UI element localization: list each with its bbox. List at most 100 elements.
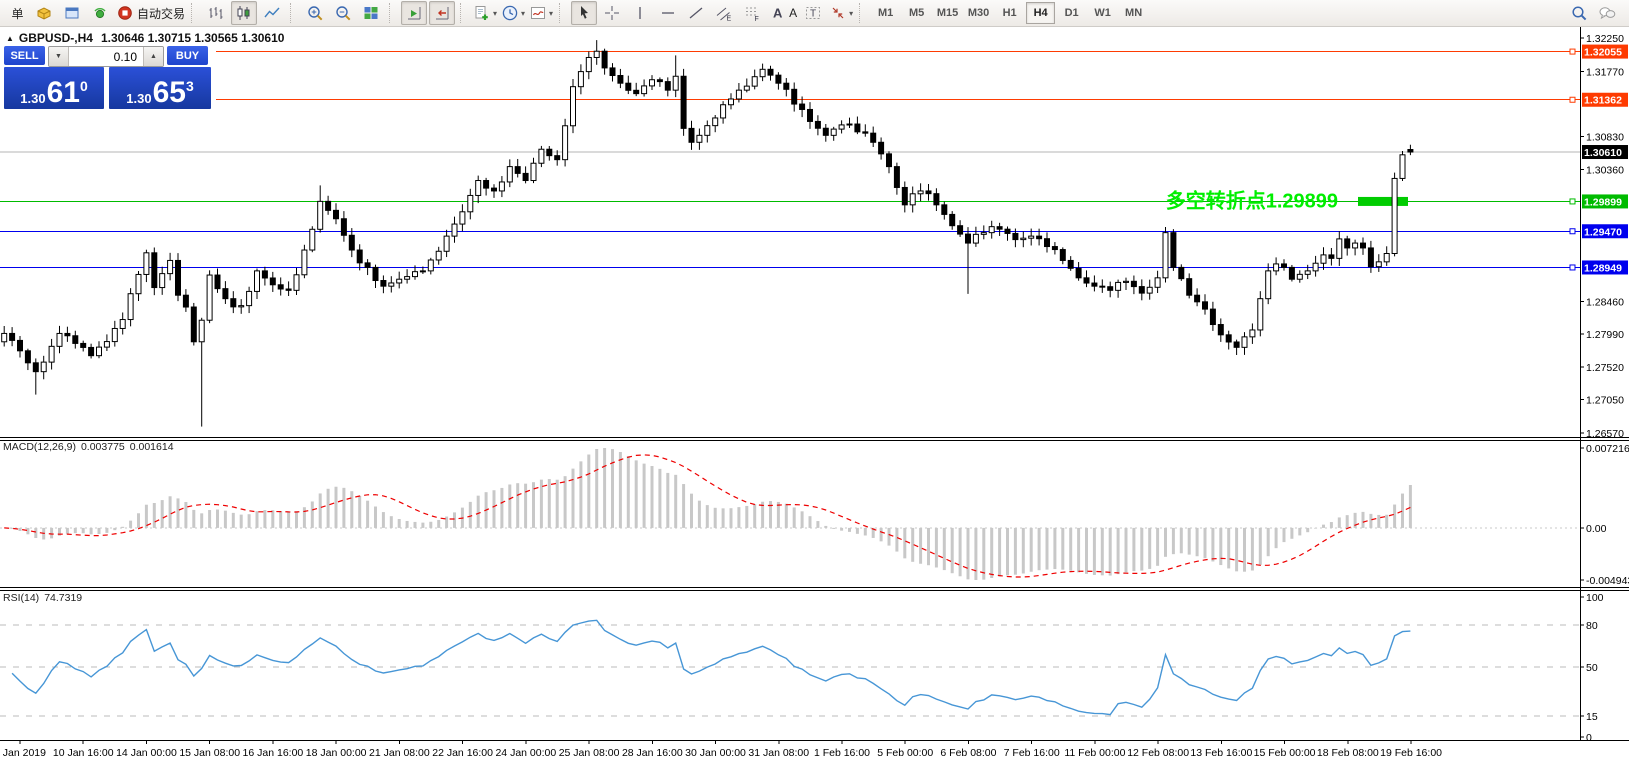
sell-price-display[interactable]: 1.30 61 0 [4,67,104,109]
line-chart-icon [264,7,280,18]
hline-handle[interactable] [1569,48,1576,55]
candle-body [767,68,774,76]
signal-button[interactable] [87,1,113,25]
candle-body [48,345,55,363]
candle-body [546,148,553,157]
time-label[interactable]: 6 Feb 08:00 [940,747,996,759]
hline-handle[interactable] [1569,198,1576,205]
volume-input[interactable]: 0.10 [113,49,137,64]
time-label[interactable]: 24 Jan 00:00 [495,747,556,759]
dropdown-arrow-icon[interactable]: ▾ [493,8,498,18]
timeframe-button-m5[interactable]: M5 [908,7,925,19]
line-chart-button[interactable] [259,1,285,25]
volume-decrease-button[interactable]: ▼ [49,47,69,66]
hline-button[interactable] [655,1,681,25]
hline-handle[interactable] [1569,264,1576,271]
search-button[interactable] [1566,1,1592,25]
templates-button[interactable]: ▾ [528,1,554,25]
time-label[interactable]: 31 Jan 08:00 [748,747,809,759]
timeframe-button-h1[interactable]: H1 [1002,7,1017,19]
crosshair-button[interactable] [599,1,625,25]
hline-handle[interactable] [1569,228,1576,235]
main-price-panel[interactable]: 多空转折点1.29899 [0,40,1580,427]
trendline-button[interactable] [683,1,709,25]
timeframe-button-m30[interactable]: M30 [967,7,990,19]
text-icon: A [773,6,783,21]
zoom-out-button[interactable] [330,1,356,25]
time-label[interactable]: 1 Feb 16:00 [814,747,870,759]
time-label[interactable]: 28 Jan 16:00 [622,747,683,759]
cube-button[interactable] [31,1,57,25]
new-order-button[interactable]: 单 [3,1,29,25]
time-label[interactable]: 25 Jan 08:00 [559,747,620,759]
collapse-arrow-icon[interactable]: ▲ [6,34,14,43]
price-tick-1.30360: 1.30360 [1586,164,1624,176]
timeframe-button-h4[interactable]: H4 [1026,2,1056,24]
vline-button[interactable] [627,1,653,25]
time-label[interactable]: 19 Feb 16:00 [1380,747,1442,759]
time-label[interactable]: 22 Jan 16:00 [432,747,493,759]
time-label[interactable]: 13 Feb 16:00 [1190,747,1252,759]
time-label[interactable]: 11 Feb 00:00 [1064,747,1125,759]
tile-windows-button[interactable] [358,1,384,25]
price-axis[interactable]: 0.007216 0.00 -0.004943 100 80 50 15 0 1.32250 1.… [1580,33,1629,744]
green-trend-segment[interactable] [1358,196,1408,206]
rsi-panel[interactable] [0,619,1580,717]
periods-button[interactable]: ▾ [500,1,526,25]
dropdown-arrow-icon[interactable]: ▾ [549,8,554,18]
macd-panel[interactable] [0,448,1580,580]
auto-scroll-button[interactable] [401,1,428,25]
bar-chart-button[interactable] [203,1,229,25]
timeframe-button-d1[interactable]: D1 [1064,7,1079,19]
text-label-button[interactable]: T [800,1,826,25]
time-label[interactable]: 10 Jan 16:00 [53,747,114,759]
sell-button[interactable]: SELL [4,46,45,65]
time-label[interactable]: 16 Jan 16:00 [243,747,304,759]
dropdown-arrow-icon[interactable]: ▾ [849,8,854,18]
candlestick-button[interactable] [231,1,258,25]
time-label[interactable]: 14 Jan 00:00 [116,747,177,759]
channel-button[interactable]: E [711,1,737,25]
indicators-button[interactable]: ▾ [472,1,498,25]
hline-handle[interactable] [1569,96,1576,103]
candle-body [135,273,142,295]
candle-body [1,332,8,343]
timeframe-button-m1[interactable]: M1 [877,7,894,19]
one-click-trade-panel: SELL ▼ 0.10 ▲ BUY 1.30 61 0 1.30 65 3 [0,44,216,109]
time-label[interactable]: 15 Jan 08:00 [179,747,240,759]
time-label[interactable]: 18 Feb 08:00 [1317,747,1379,759]
arrows-button[interactable]: ▾ [828,1,854,25]
dropdown-arrow-icon[interactable]: ▾ [521,8,526,18]
chat-button[interactable] [1594,1,1620,25]
candle-body [459,211,466,225]
timeframe-button-w1[interactable]: W1 [1094,7,1111,19]
fibonacci-button[interactable]: F [739,1,765,25]
timeframe-button-mn[interactable]: MN [1125,7,1143,19]
volume-increase-button[interactable]: ▲ [143,47,163,66]
candle-body [980,232,987,235]
buy-button[interactable]: BUY [167,46,208,65]
time-label[interactable]: 18 Jan 00:00 [306,747,367,759]
candle-body [190,306,197,343]
cursor-button[interactable] [571,1,598,25]
turning-point-annotation[interactable]: 多空转折点1.29899 [1166,188,1338,212]
time-label[interactable]: 12 Feb 08:00 [1127,747,1189,759]
time-label[interactable]: 30 Jan 00:00 [685,747,746,759]
time-label[interactable]: 9 Jan 2019 [0,747,46,759]
candle-body [356,249,363,264]
time-label[interactable]: 21 Jan 08:00 [369,747,430,759]
window-button[interactable] [59,1,85,25]
time-label[interactable]: 15 Feb 00:00 [1254,747,1316,759]
timeframe-button-m15[interactable]: M15 [936,7,959,19]
candle-body [96,346,102,357]
buy-price-display[interactable]: 1.30 65 3 [109,67,211,109]
chart-shift-button[interactable] [429,1,456,25]
time-label[interactable]: 7 Feb 16:00 [1004,747,1060,759]
autotrade-button[interactable]: 自动交易 [115,1,186,25]
time-label[interactable]: 5 Feb 00:00 [877,747,933,759]
zoom-in-button[interactable] [302,1,328,25]
candle-body [103,341,110,348]
